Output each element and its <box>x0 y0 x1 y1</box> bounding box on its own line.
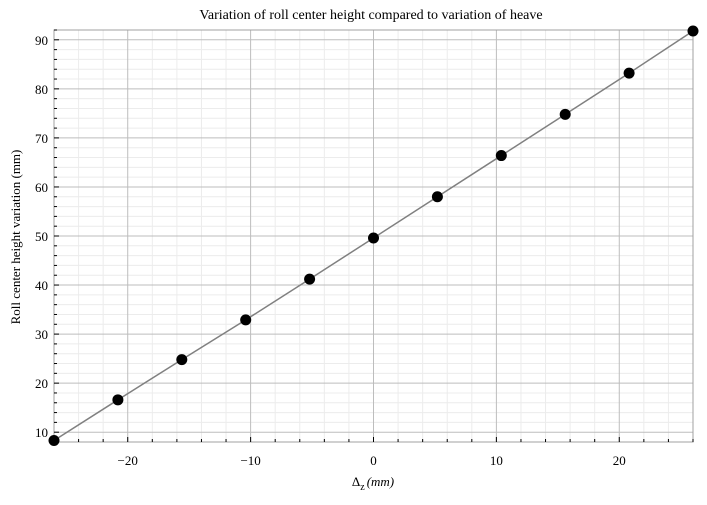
y-tick-labels: 10 20 30 40 50 60 70 80 90 <box>35 33 48 440</box>
major-grid <box>54 30 693 442</box>
x-tick-labels: −20 −10 0 10 20 <box>118 453 626 468</box>
x-tick-label: −20 <box>118 453 138 468</box>
data-point <box>495 150 507 162</box>
chart-title: Variation of roll center height compared… <box>199 8 542 23</box>
x-axis-label-unit: (mm) <box>367 474 394 489</box>
y-tick-label: 70 <box>35 131 48 146</box>
data-point <box>48 435 60 447</box>
y-tick-label: 10 <box>35 425 48 440</box>
data-point <box>176 354 188 366</box>
x-axis-label: Δz (mm) <box>352 474 394 493</box>
x-tick-label: 20 <box>613 453 626 468</box>
data-point <box>431 191 443 203</box>
y-tick-label: 80 <box>35 82 48 97</box>
x-axis-label-sub: z <box>360 482 365 493</box>
data-point <box>304 273 316 285</box>
data-point <box>687 25 699 37</box>
y-tick-label: 30 <box>35 327 48 342</box>
data-point <box>112 394 124 406</box>
x-tick-label: 10 <box>490 453 503 468</box>
y-axis-label: Roll center height variation (mm) <box>8 150 23 325</box>
x-axis-label-main: Δ <box>352 474 360 489</box>
y-tick-label: 90 <box>35 33 48 48</box>
data-point <box>623 67 635 79</box>
x-tick-label: 0 <box>370 453 377 468</box>
y-tick-label: 60 <box>35 180 48 195</box>
y-tick-label: 40 <box>35 278 48 293</box>
y-tick-label: 20 <box>35 376 48 391</box>
data-point <box>368 232 379 244</box>
series-points <box>48 25 699 447</box>
data-point <box>559 108 571 120</box>
y-tick-label: 50 <box>35 229 48 244</box>
data-point <box>240 314 252 326</box>
x-tick-label: −10 <box>240 453 260 468</box>
axis-ticks <box>53 29 694 443</box>
